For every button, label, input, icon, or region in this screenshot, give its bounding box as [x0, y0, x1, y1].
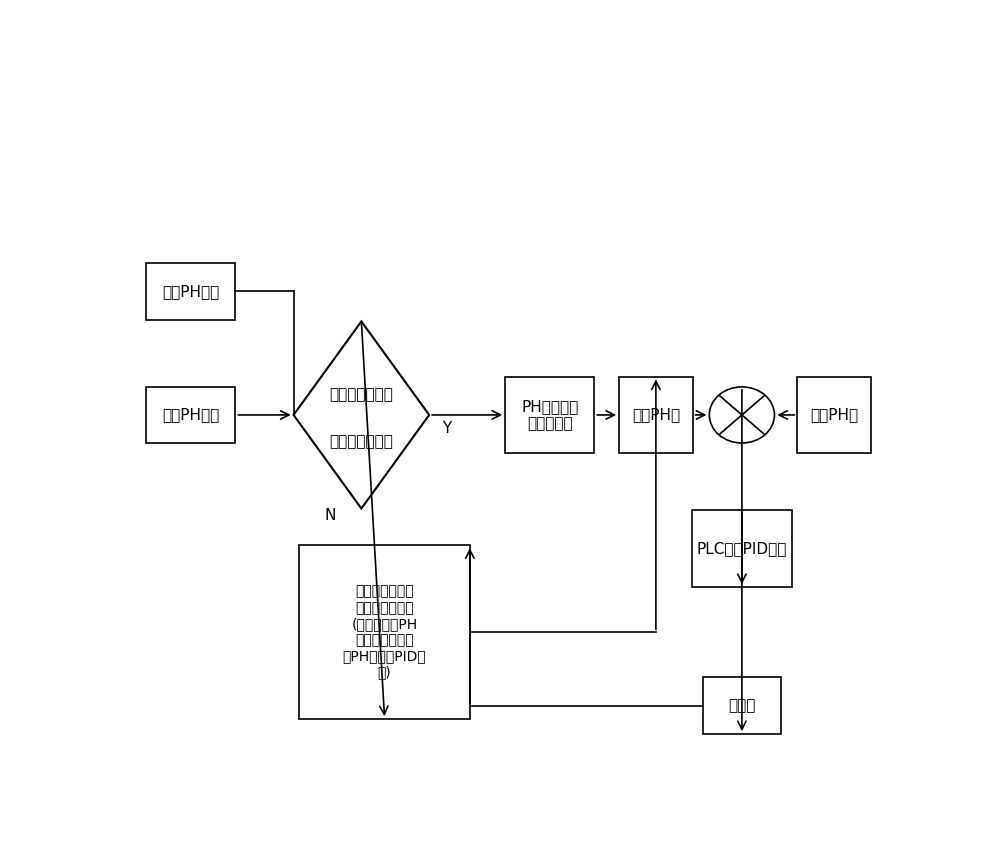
Text: 报警，保持当前
调节阀输出开度
(可选用取样PH
值代替当前槽实
时PH值进行PID调
节): 报警，保持当前 调节阀输出开度 (可选用取样PH 值代替当前槽实 时PH值进行P…: [343, 585, 426, 680]
Bar: [299, 545, 470, 719]
Circle shape: [709, 387, 774, 443]
Text: Y: Y: [442, 421, 451, 436]
Polygon shape: [294, 321, 429, 509]
Text: PLC分段PID给定: PLC分段PID给定: [697, 541, 787, 556]
Bar: [146, 386, 235, 444]
Bar: [505, 377, 594, 453]
Bar: [619, 377, 693, 453]
Bar: [146, 263, 235, 319]
Text: N: N: [325, 508, 336, 523]
Text: 定偏差允许范围: 定偏差允许范围: [329, 434, 393, 449]
Bar: [797, 377, 871, 453]
Bar: [692, 510, 792, 587]
Text: 取样PH测量: 取样PH测量: [162, 284, 220, 299]
Text: 调节阀: 调节阀: [728, 698, 756, 713]
Text: PH偏差范围
内补偿修正: PH偏差范围 内补偿修正: [521, 398, 578, 431]
Text: 比较，偏差值设: 比较，偏差值设: [329, 387, 393, 403]
Text: 在线PH测量: 在线PH测量: [162, 407, 220, 423]
Text: 给定PH值: 给定PH值: [810, 407, 858, 423]
Text: 当前PH值: 当前PH值: [632, 407, 680, 423]
Bar: [703, 677, 781, 734]
